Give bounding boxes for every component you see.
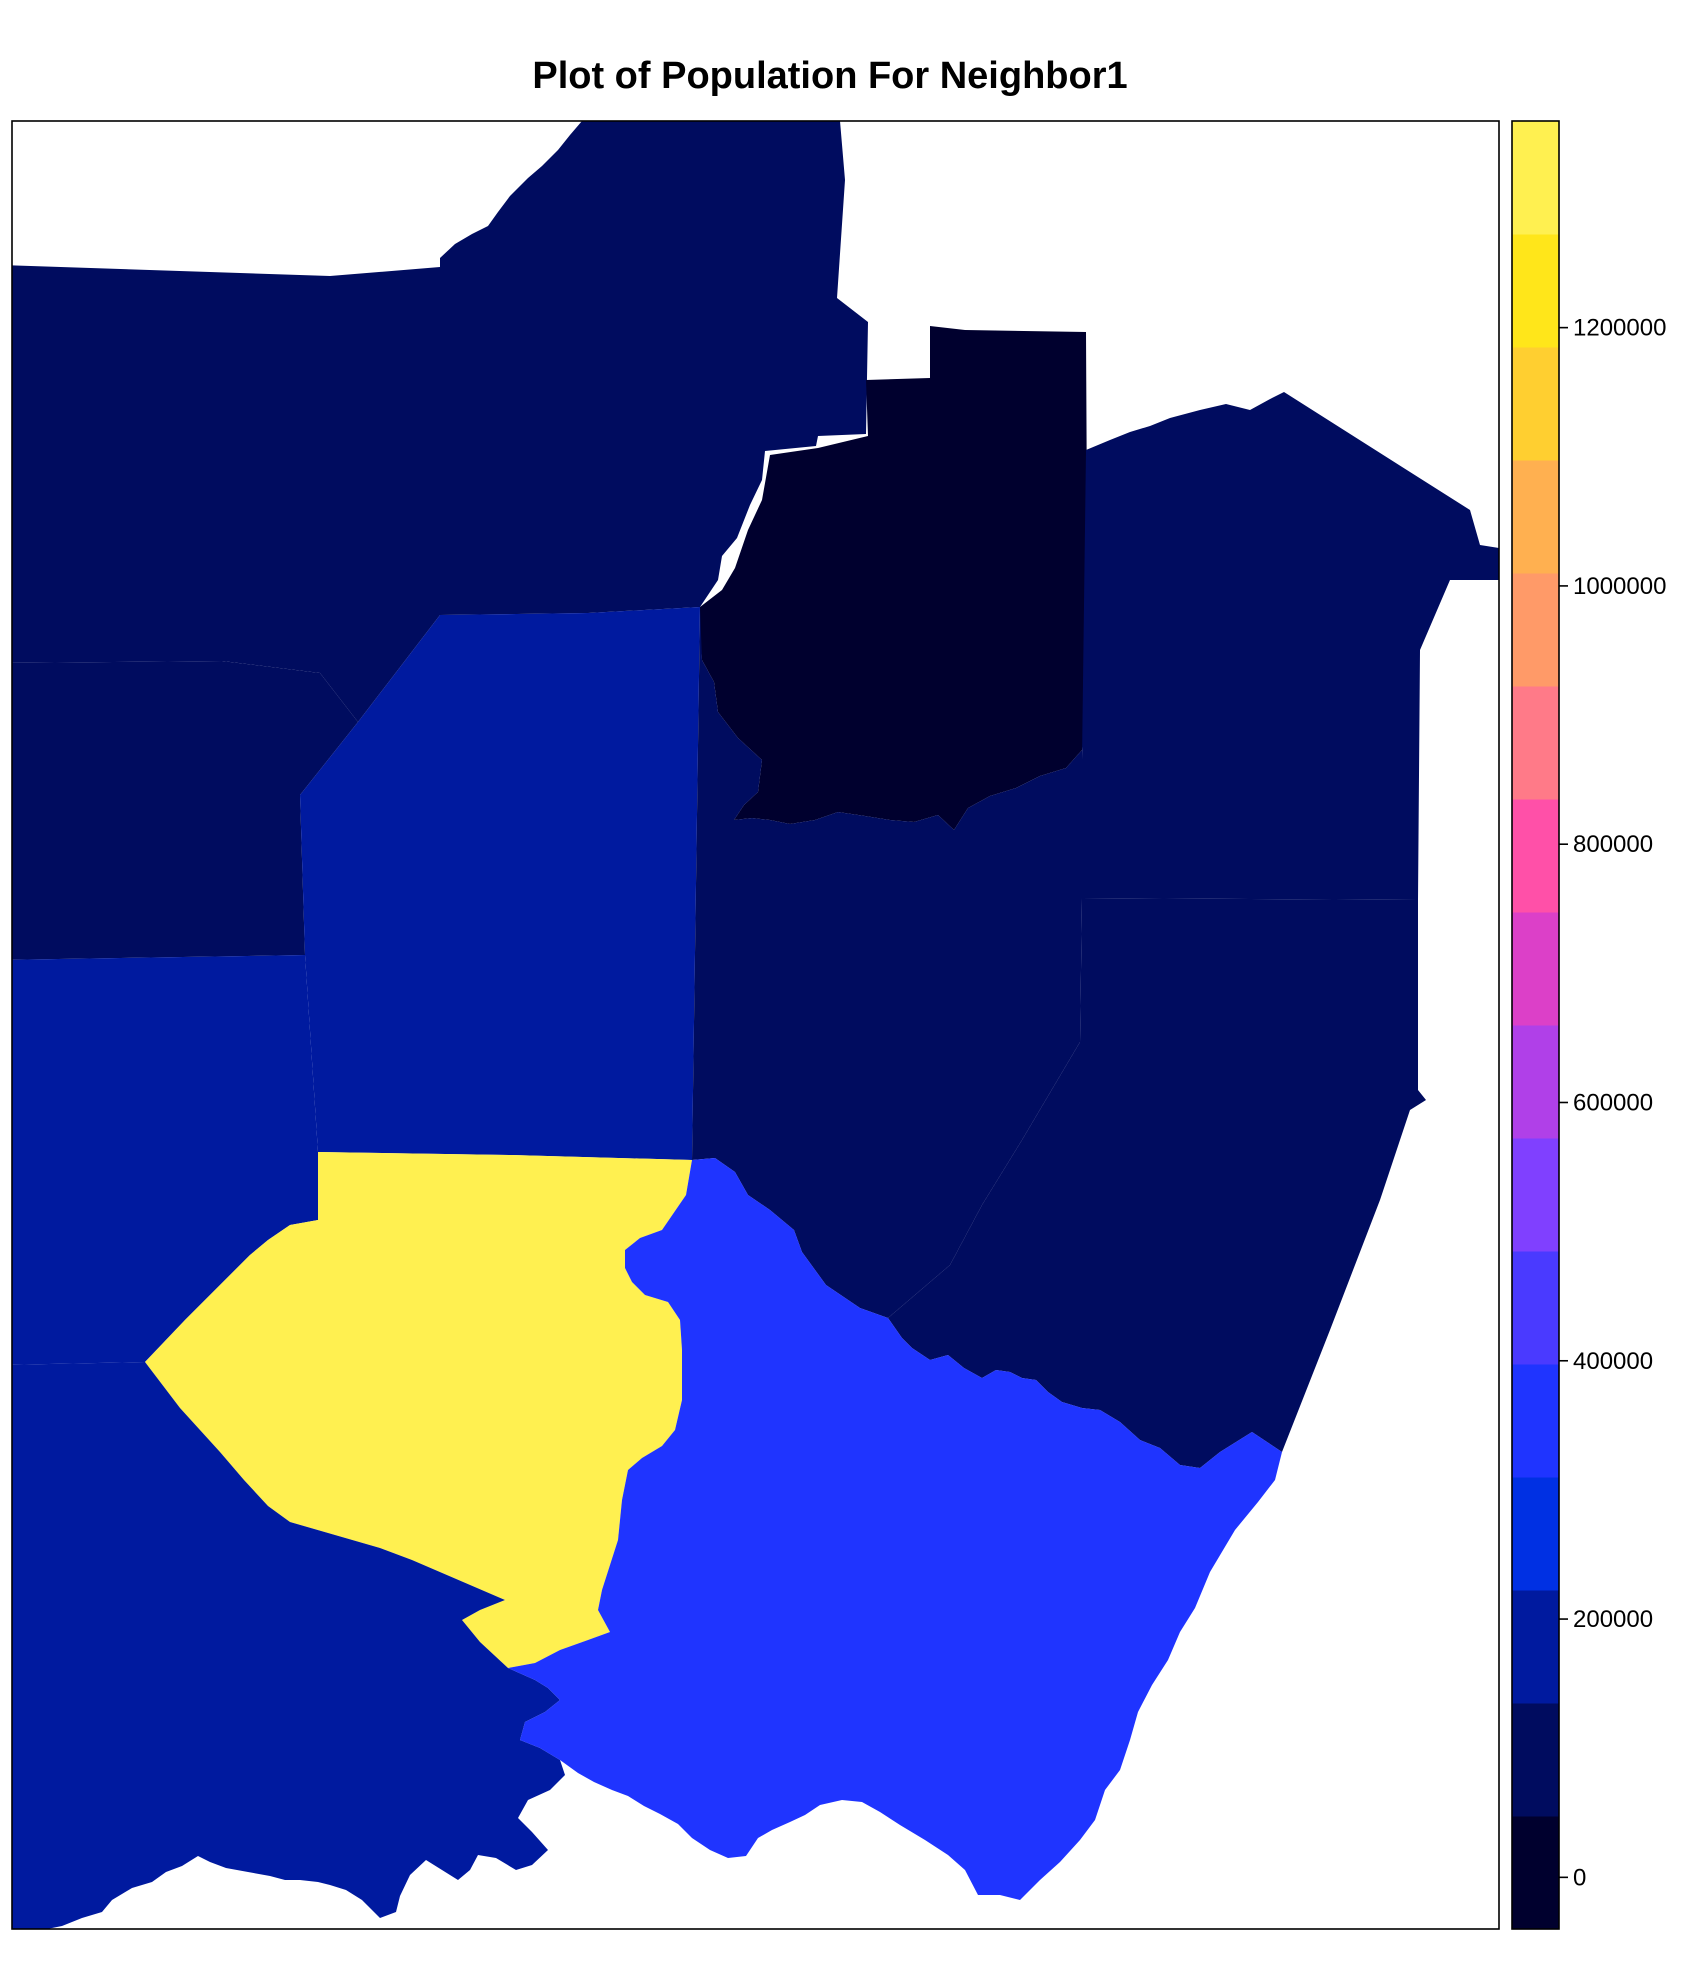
colorbar-swatch-2 <box>1512 1590 1559 1704</box>
region-center-f <box>300 607 700 1160</box>
colorbar-swatch-14 <box>1512 234 1559 348</box>
region-west-e <box>12 661 358 960</box>
region-southwest-k <box>12 1362 565 1929</box>
region-east-d <box>1082 392 1499 900</box>
region-southeast-h <box>888 898 1426 1468</box>
colorbar-swatch-3 <box>1512 1477 1559 1591</box>
region-center-east-g <box>692 607 1082 1318</box>
map-panel-frame <box>11 120 1500 1930</box>
map-regions <box>12 121 1499 1929</box>
region-north-b <box>440 121 868 615</box>
colorbar-swatch-6 <box>1512 1138 1559 1252</box>
colorbar-tick-label-4: 800000 <box>1573 831 1653 858</box>
region-northwest-a <box>12 265 440 722</box>
colorbar-swatch-11 <box>1512 573 1559 687</box>
colorbar-tick-label-6: 1200000 <box>1573 315 1666 342</box>
colorbar-swatch-10 <box>1512 686 1559 800</box>
chart-title: Plot of Population For Neighbor1 <box>532 55 1127 97</box>
colorbar-swatch-12 <box>1512 460 1559 574</box>
region-west-i <box>12 955 318 1365</box>
colorbar-swatch-0 <box>1512 1816 1559 1930</box>
colorbar-swatch-8 <box>1512 912 1559 1026</box>
colorbar-swatch-1 <box>1512 1703 1559 1817</box>
colorbar-tick-label-2: 400000 <box>1573 1348 1653 1375</box>
colorbar-tick-label-5: 1000000 <box>1573 573 1666 600</box>
colorbar-legend: 0 200000 400000 600000 800000 1000000 1200000 <box>1511 120 1666 1930</box>
colorbar-tick-label-0: 0 <box>1573 1864 1586 1891</box>
colorbar-tick-label-3: 600000 <box>1573 1089 1653 1116</box>
region-south-l <box>508 1158 1282 1900</box>
colorbar-tick-label-1: 200000 <box>1573 1606 1653 1633</box>
region-south-j <box>145 1152 692 1668</box>
colorbar-swatch-9 <box>1512 799 1559 913</box>
colorbar-frame <box>1511 120 1560 1930</box>
colorbar-swatch-4 <box>1512 1364 1559 1478</box>
colorbar-swatch-15 <box>1512 121 1559 235</box>
region-northeast-c <box>700 326 1088 830</box>
colorbar-swatch-7 <box>1512 1025 1559 1139</box>
colorbar-swatch-5 <box>1512 1251 1559 1365</box>
colorbar-swatch-13 <box>1512 347 1559 461</box>
